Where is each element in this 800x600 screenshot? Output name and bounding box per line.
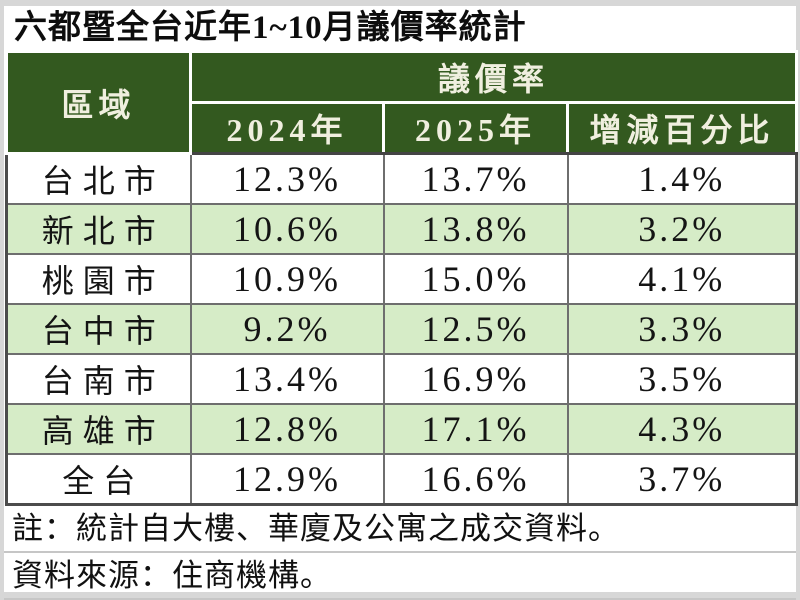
- region-cell: 桃園市: [5, 253, 192, 305]
- region-cell: 台中市: [5, 303, 192, 355]
- page-title: 六都暨全台近年1~10月議價率統計: [14, 10, 527, 46]
- change-cell: 4.1%: [566, 253, 798, 305]
- change-cell: 4.3%: [566, 403, 798, 455]
- value-2025-cell: 13.8%: [382, 203, 569, 255]
- region-cell: 高雄市: [5, 403, 192, 455]
- table-row: 台南市 13.4% 16.9% 3.5%: [5, 353, 798, 405]
- region-cell: 台北市: [5, 152, 192, 205]
- region-cell: 台南市: [5, 353, 192, 405]
- rate-table: 區域 議價率 2024年 2025年 增減百分比 台北市 12.3% 13.7% 1.…: [5, 50, 798, 506]
- region-header-cell: 區域: [5, 50, 192, 155]
- value-2024-cell: 12.9%: [189, 453, 385, 506]
- header-row-years: 2024年 2025年 增減百分比: [7, 101, 798, 155]
- region-cell: 全台: [5, 453, 192, 506]
- rate-group-header-cell: 議價率: [189, 50, 798, 104]
- region-cell: 新北市: [5, 203, 192, 255]
- col-header-2025: 2025年: [382, 101, 569, 155]
- footnote-source: 資料來源：住商機構。: [4, 553, 796, 600]
- col-header-2024: 2024年: [189, 101, 385, 155]
- table-row: 高雄市 12.8% 17.1% 4.3%: [5, 403, 798, 455]
- value-2024-cell: 12.8%: [189, 403, 385, 455]
- change-cell: 1.4%: [566, 152, 798, 205]
- value-2024-cell: 12.3%: [189, 152, 385, 205]
- value-2024-cell: 13.4%: [189, 353, 385, 405]
- table-row: 桃園市 10.9% 15.0% 4.1%: [5, 253, 798, 305]
- change-cell: 3.5%: [566, 353, 798, 405]
- value-2025-cell: 16.9%: [382, 353, 569, 405]
- col-header-change: 增減百分比: [566, 101, 798, 155]
- value-2024-cell: 10.9%: [189, 253, 385, 305]
- value-2025-cell: 12.5%: [382, 303, 569, 355]
- value-2025-cell: 17.1%: [382, 403, 569, 455]
- value-2025-cell: 13.7%: [382, 152, 569, 205]
- table-body: 台北市 12.3% 13.7% 1.4% 新北市 10.6% 13.8% 3.2% 桃園市 10.…: [5, 152, 798, 506]
- table-row: 台中市 9.2% 12.5% 3.3%: [5, 303, 798, 355]
- table-row: 全台 12.9% 16.6% 3.7%: [5, 453, 798, 506]
- value-2025-cell: 15.0%: [382, 253, 569, 305]
- change-cell: 3.7%: [566, 453, 798, 506]
- change-cell: 3.3%: [566, 303, 798, 355]
- header-row-group: 區域 議價率: [5, 50, 798, 155]
- change-cell: 3.2%: [566, 203, 798, 255]
- table-graphic: 六都暨全台近年1~10月議價率統計 區域 議價率 2024年 2025年 增減百…: [4, 6, 798, 600]
- table-row: 新北市 10.6% 13.8% 3.2%: [5, 203, 798, 255]
- value-2024-cell: 10.6%: [189, 203, 385, 255]
- table-row: 台北市 12.3% 13.7% 1.4%: [5, 152, 798, 205]
- value-2025-cell: 16.6%: [382, 453, 569, 506]
- footnote-note: 註：統計自大樓、華廈及公寓之成交資料。: [4, 506, 796, 553]
- value-2024-cell: 9.2%: [189, 303, 385, 355]
